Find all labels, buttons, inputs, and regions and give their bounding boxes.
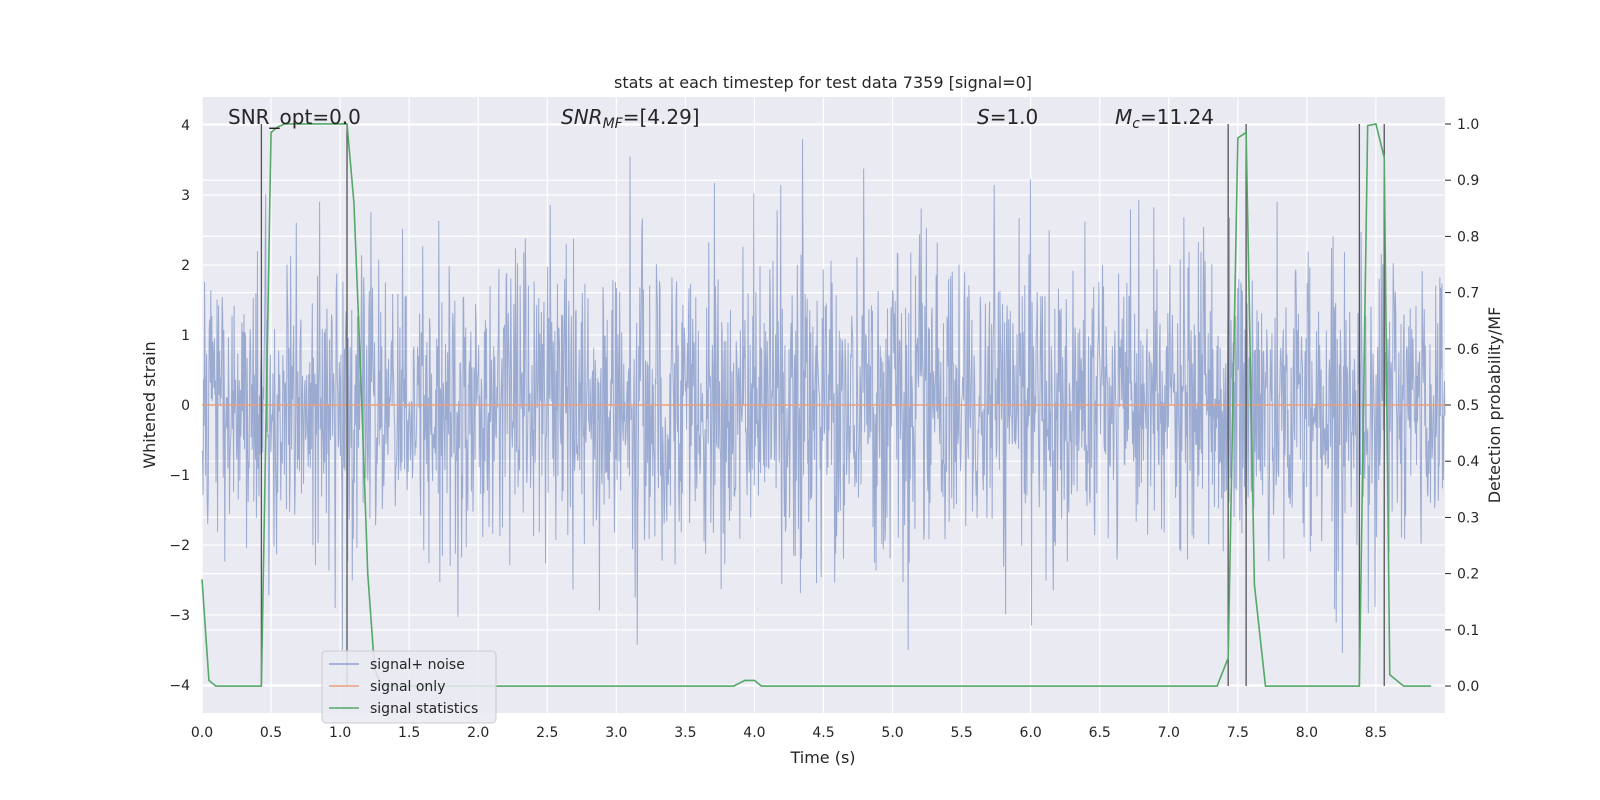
x-tick-label: 1.0 [329,725,351,741]
y-tick-label: 3 [181,188,190,204]
mc-value: =11.24 [1140,105,1214,129]
y2-tick-label: 0.9 [1457,173,1479,189]
y2-tick-label: 0.1 [1457,623,1479,639]
x-tick-label: 5.0 [881,725,903,741]
x-tick-label: 3.0 [605,725,627,741]
mc-sub: c [1132,116,1140,132]
y-tick-label: −3 [169,608,190,624]
snr-mf-base: SNR [561,105,603,129]
annotation-s: S=1.0 [977,105,1038,129]
legend-label-statistics: signal statistics [370,701,478,717]
annotation-snr-opt: SNR_opt=0.0 [228,105,361,129]
y-tick-label: −4 [169,678,190,694]
x-tick-label: 8.0 [1296,725,1318,741]
y-tick-label: 2 [181,258,190,274]
y-tick-label: 1 [181,328,190,344]
snr-mf-sub: MF [603,116,624,132]
y2-tick-label: 0.6 [1457,342,1479,358]
y2-tick-label: 0.4 [1457,454,1479,470]
x-tick-label: 3.5 [674,725,696,741]
x-tick-label: 6.0 [1020,725,1042,741]
legend: signal+ noise signal only signal statist… [321,650,497,724]
signal-plus-noise-line [201,138,1446,654]
y2-tick-label: 0.2 [1457,567,1479,583]
y2-tick-label: 1.0 [1457,117,1479,133]
x-tick-label: 4.0 [743,725,765,741]
s-var: S [977,105,990,129]
mc-base: M [1115,105,1132,129]
x-tick-label: 5.5 [950,725,972,741]
x-tick-label: 2.0 [467,725,489,741]
signal-plus-noise-series [201,138,1446,654]
x-tick-label: 8.5 [1365,725,1387,741]
y-tick-label: −2 [169,538,190,554]
y-tick-label: 0 [181,398,190,414]
x-tick-label: 0.5 [260,725,282,741]
x-tick-label: 1.5 [398,725,420,741]
y2-tick-label: 0.7 [1457,286,1479,302]
y-tick-labels: −4 −3 −2 −1 0 1 2 3 4 [169,118,190,694]
x-axis-title: Time (s) [789,748,855,767]
legend-box [321,650,497,724]
legend-label-noise: signal+ noise [370,657,465,673]
legend-label-signal-only: signal only [370,679,445,695]
annotation-mc: Mc=11.24 [1115,105,1214,132]
annotation-snr-mf: SNRMF=[4.29] [561,105,700,132]
y-tick-label: 4 [181,118,190,134]
s-value: =1.0 [990,105,1039,129]
x-tick-label: 2.5 [536,725,558,741]
x-tick-label: 6.5 [1089,725,1111,741]
signal-statistics-series [201,123,1432,687]
signal-statistics-line [201,123,1432,687]
y2-tick-labels: 0.0 0.1 0.2 0.3 0.4 0.5 0.6 0.7 0.8 0.9 1.0 [1445,117,1479,695]
y2-axis-title: Detection probability/MF [1485,307,1504,504]
y2-tick-label: 0.5 [1457,398,1479,414]
chart-title: stats at each timestep for test data 735… [614,73,1032,92]
y2-tick-label: 0.0 [1457,679,1479,695]
y2-tick-label: 0.3 [1457,510,1479,526]
x-tick-label: 0.0 [191,725,213,741]
x-tick-label: 4.5 [812,725,834,741]
x-tick-label: 7.0 [1158,725,1180,741]
y-tick-label: −1 [169,468,190,484]
x-tick-labels: 0.0 0.5 1.0 1.5 2.0 2.5 3.0 3.5 4.0 4.5 5.0 5.5 6.0 6… [191,725,1387,741]
y2-tick-label: 0.8 [1457,229,1479,245]
y-axis-title: Whitened strain [140,341,159,468]
x-tick-label: 7.5 [1227,725,1249,741]
snr-mf-value: =[4.29] [623,105,700,129]
